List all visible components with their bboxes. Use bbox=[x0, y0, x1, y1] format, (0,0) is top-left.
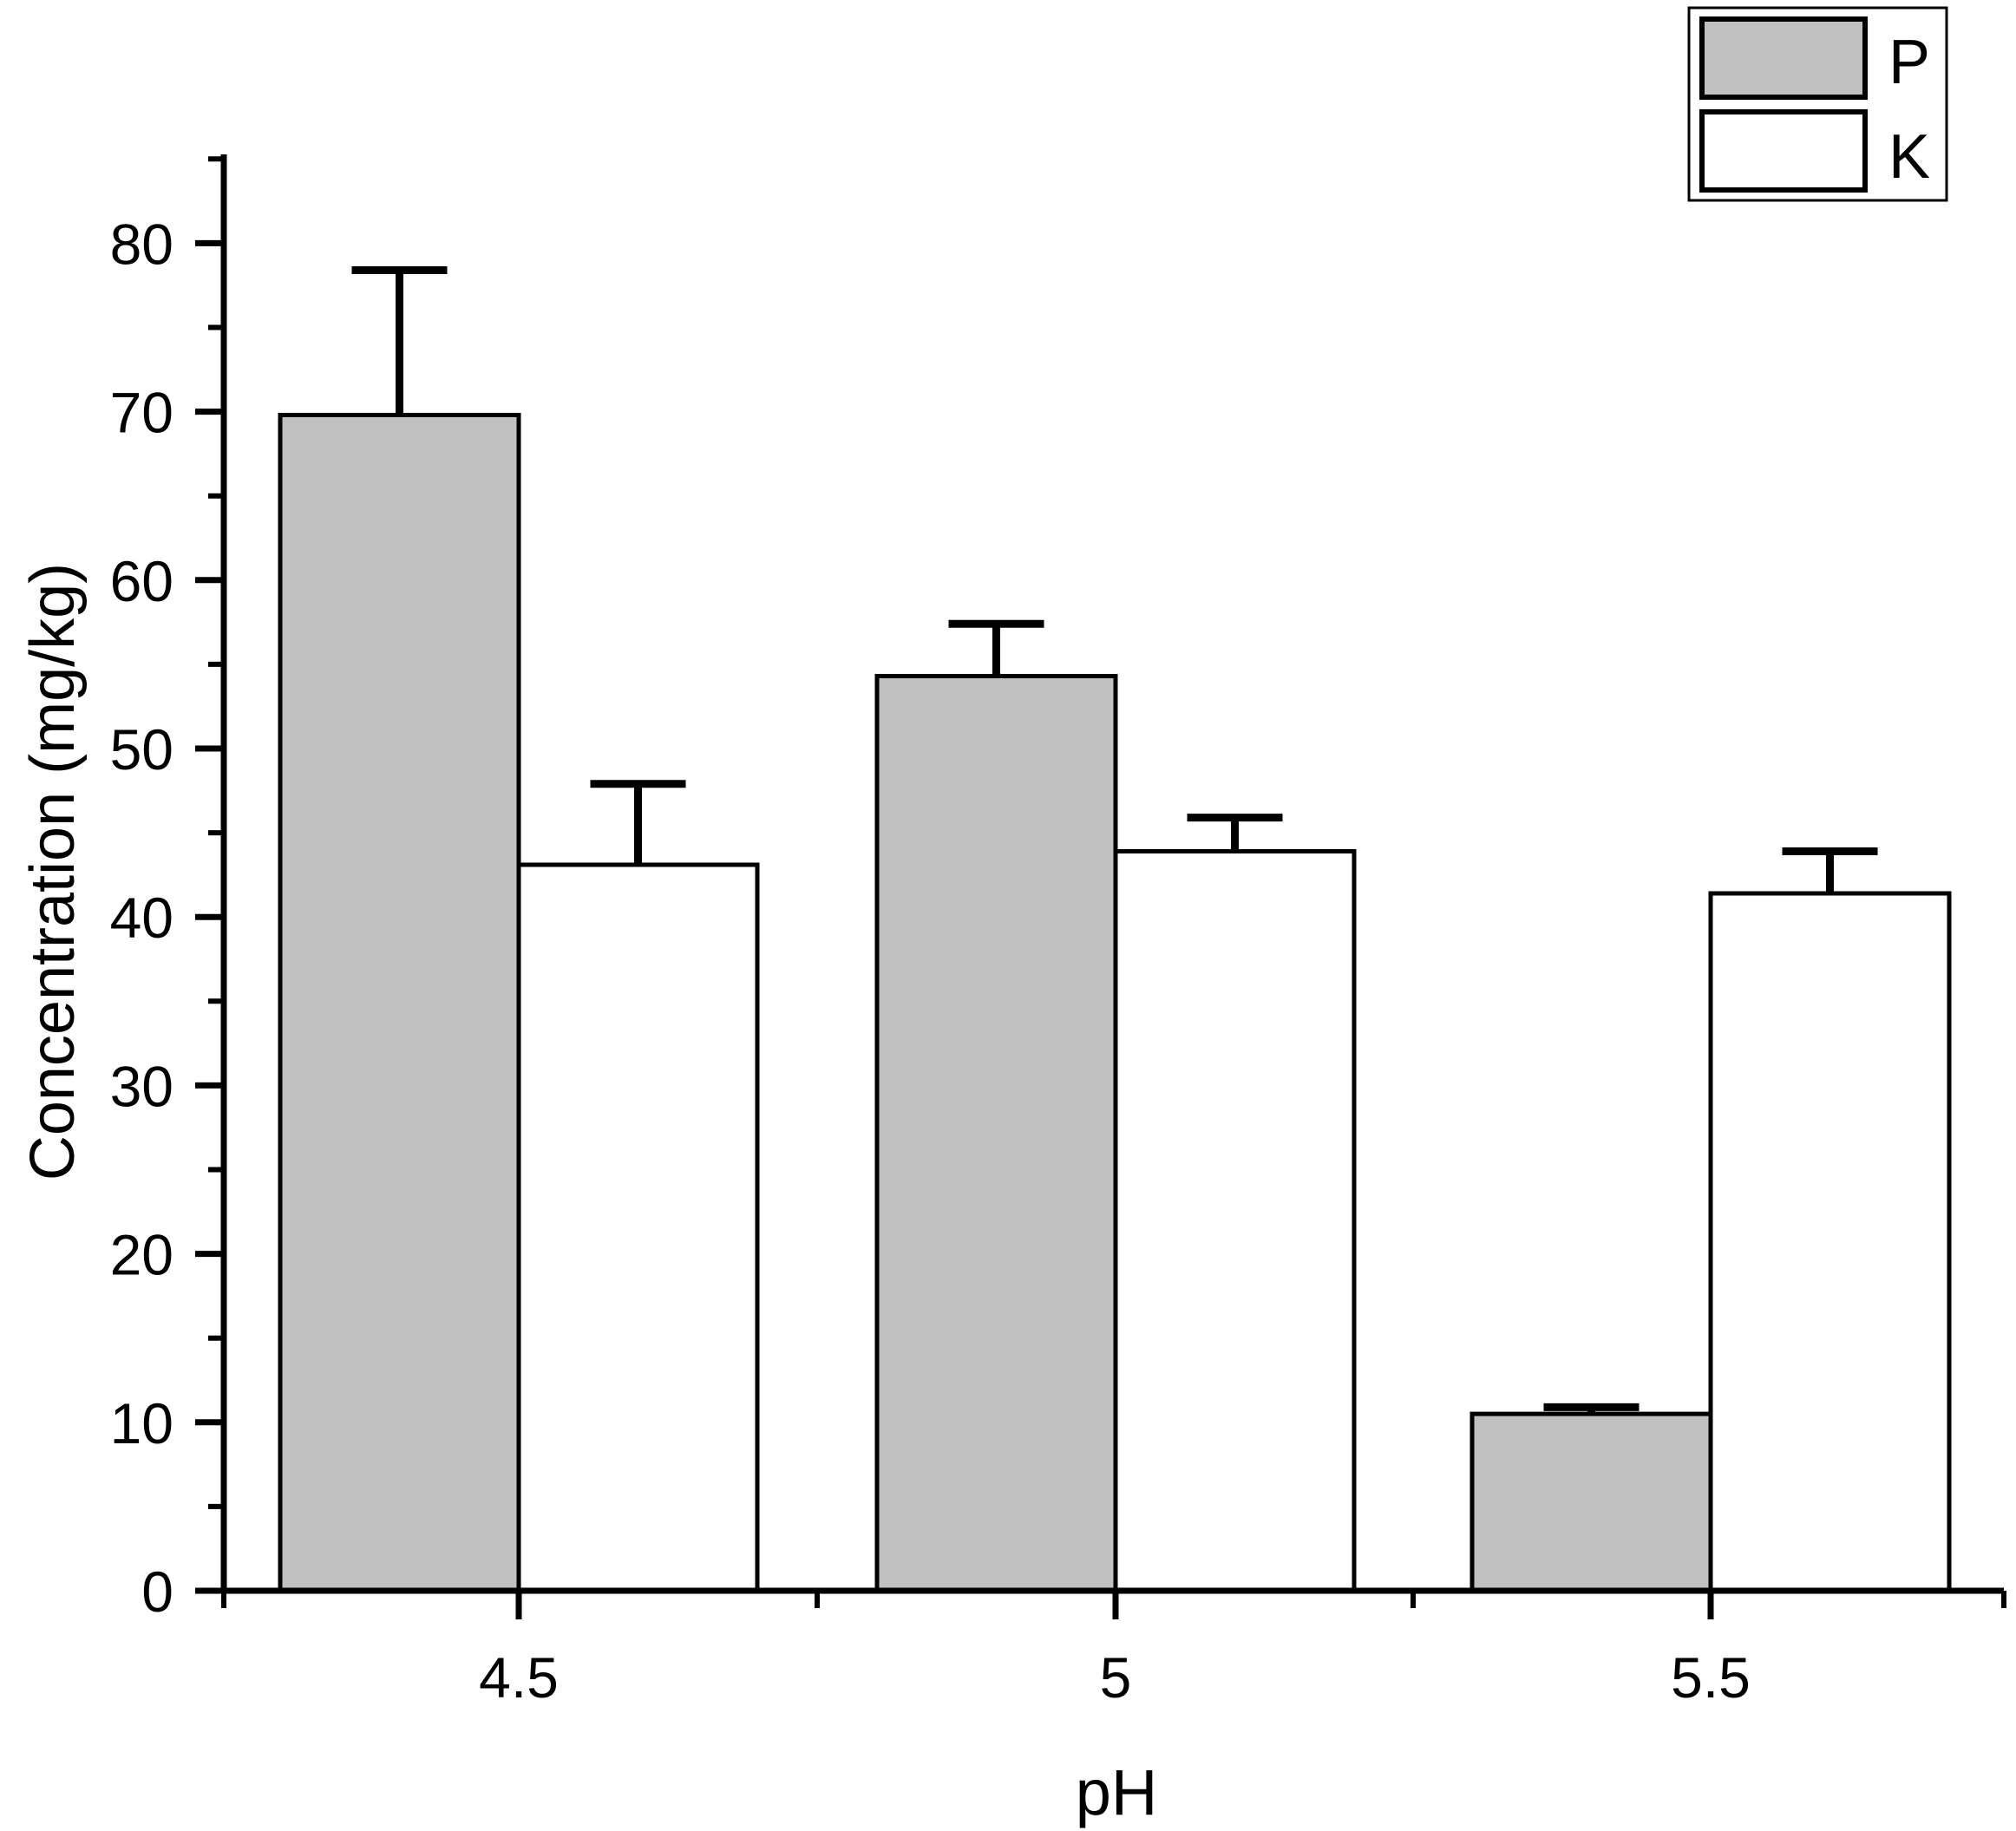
axes bbox=[196, 154, 2004, 1594]
legend-label-p: P bbox=[1888, 28, 1930, 97]
bar-p-5 bbox=[874, 673, 1118, 1593]
y-axis-title: Concentration (mg/kg) bbox=[18, 563, 88, 1180]
y-tick-label: 20 bbox=[110, 1223, 173, 1287]
x-tick-label: 4.5 bbox=[479, 1645, 559, 1710]
error-bars bbox=[351, 265, 1878, 1415]
y-tick-label: 50 bbox=[110, 717, 173, 781]
y-tick-label: 30 bbox=[110, 1054, 173, 1118]
legend: P K bbox=[1687, 6, 1948, 202]
bars bbox=[278, 412, 1952, 1593]
y-tick-label: 0 bbox=[141, 1560, 173, 1624]
y-tick-label: 10 bbox=[110, 1391, 173, 1455]
legend-label-k: K bbox=[1888, 122, 1930, 192]
y-ticks: 0 10 20 30 40 50 60 70 80 bbox=[110, 156, 224, 1624]
bar-k-4.5 bbox=[516, 862, 760, 1593]
legend-swatch-p bbox=[1699, 16, 1868, 100]
x-tick-label: 5 bbox=[1100, 1645, 1132, 1710]
bar-k-5 bbox=[1113, 848, 1357, 1593]
legend-swatch-k bbox=[1699, 109, 1868, 193]
y-tick-label: 80 bbox=[110, 212, 173, 276]
bar-k-5.5 bbox=[1708, 891, 1952, 1593]
x-ticks: 4.5 5 5.5 bbox=[221, 1591, 2006, 1710]
y-tick-label: 70 bbox=[110, 381, 173, 445]
x-axis-title: pH bbox=[1076, 1756, 1158, 1828]
bar-p-4.5 bbox=[278, 412, 521, 1593]
y-tick-label: 60 bbox=[110, 549, 173, 613]
y-tick-label: 40 bbox=[110, 886, 173, 950]
bar-p-5.5 bbox=[1469, 1411, 1713, 1593]
x-tick-label: 5.5 bbox=[1671, 1645, 1751, 1710]
